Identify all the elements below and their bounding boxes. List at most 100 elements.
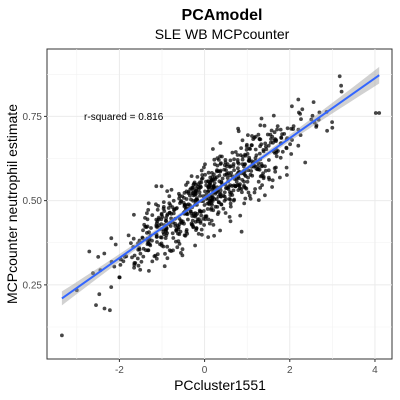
plot-area	[46, 48, 393, 360]
data-point	[190, 218, 195, 223]
data-point	[219, 194, 224, 199]
data-point	[216, 200, 221, 205]
data-point	[228, 219, 233, 224]
data-point	[197, 208, 202, 213]
data-point	[147, 242, 152, 247]
data-point	[155, 240, 159, 244]
data-point	[274, 154, 279, 159]
data-point	[139, 259, 144, 264]
data-point	[205, 207, 210, 211]
data-point	[185, 180, 190, 185]
data-point	[228, 190, 232, 195]
data-point	[171, 211, 176, 216]
data-point	[159, 235, 164, 240]
data-point	[126, 233, 131, 238]
data-point	[60, 333, 64, 338]
chart-title: PCAmodel	[182, 7, 263, 24]
data-point	[249, 143, 254, 148]
data-point	[246, 168, 251, 173]
data-point	[206, 217, 211, 222]
data-point	[290, 138, 294, 142]
data-point	[211, 177, 216, 182]
data-point	[271, 113, 276, 118]
data-point	[247, 146, 252, 151]
data-point	[252, 164, 257, 168]
data-point	[206, 188, 211, 193]
data-point	[280, 149, 285, 154]
data-point	[240, 157, 245, 162]
data-point	[138, 267, 143, 272]
data-point	[285, 173, 289, 177]
data-point	[190, 185, 195, 190]
x-axis-ticks: -2 0 2 4	[115, 359, 378, 376]
data-point	[109, 236, 114, 241]
data-point	[228, 197, 233, 202]
data-point	[146, 208, 151, 212]
data-point	[259, 164, 264, 169]
data-point	[245, 179, 250, 184]
data-point	[198, 221, 203, 225]
data-point	[257, 137, 262, 141]
data-point	[242, 164, 246, 169]
data-point	[145, 231, 149, 235]
data-point	[261, 148, 266, 152]
data-point	[260, 173, 264, 178]
data-point	[239, 146, 244, 151]
data-point	[194, 228, 198, 233]
data-point	[260, 183, 264, 188]
r-squared-annotation: r-squared = 0.816	[84, 112, 164, 123]
data-point	[141, 246, 146, 251]
data-point	[284, 146, 289, 151]
data-point	[282, 132, 287, 136]
data-point	[209, 196, 214, 201]
data-point	[272, 130, 277, 135]
data-point	[164, 226, 169, 231]
data-point	[231, 164, 236, 169]
data-point	[278, 155, 283, 160]
data-point	[171, 236, 176, 240]
data-point	[236, 126, 241, 131]
data-point	[193, 211, 198, 216]
data-point	[271, 140, 275, 145]
data-point	[247, 155, 252, 160]
data-point	[91, 271, 95, 276]
data-point	[339, 83, 343, 88]
data-point	[330, 125, 335, 130]
data-point	[178, 201, 182, 206]
data-point	[202, 203, 207, 207]
data-point	[146, 201, 151, 206]
data-point	[196, 185, 201, 190]
data-point	[165, 256, 170, 261]
data-point	[230, 150, 235, 155]
data-point	[262, 123, 267, 128]
data-point	[303, 160, 308, 165]
data-point	[247, 193, 252, 198]
data-point	[256, 198, 261, 203]
data-point	[257, 151, 262, 156]
data-point	[182, 196, 186, 200]
data-point	[309, 117, 314, 122]
data-point	[373, 111, 378, 115]
data-point	[186, 202, 191, 207]
data-point	[211, 185, 216, 190]
data-point	[240, 138, 245, 143]
data-point	[209, 218, 214, 223]
data-point	[263, 141, 268, 146]
data-point	[218, 228, 223, 233]
data-point	[249, 169, 254, 173]
data-point	[300, 107, 305, 112]
data-point	[299, 117, 303, 121]
data-point	[232, 157, 237, 162]
data-point	[141, 228, 145, 233]
data-point	[284, 165, 289, 170]
data-point	[97, 292, 102, 297]
data-point	[275, 124, 280, 128]
data-point	[171, 248, 175, 253]
data-point	[164, 216, 169, 221]
data-point	[152, 254, 157, 259]
data-point	[206, 235, 211, 240]
data-point	[291, 124, 296, 129]
grid-minor	[47, 49, 392, 359]
data-point	[184, 228, 189, 232]
y-axis-label: MCPcounter neutrophil estimate	[4, 104, 20, 304]
